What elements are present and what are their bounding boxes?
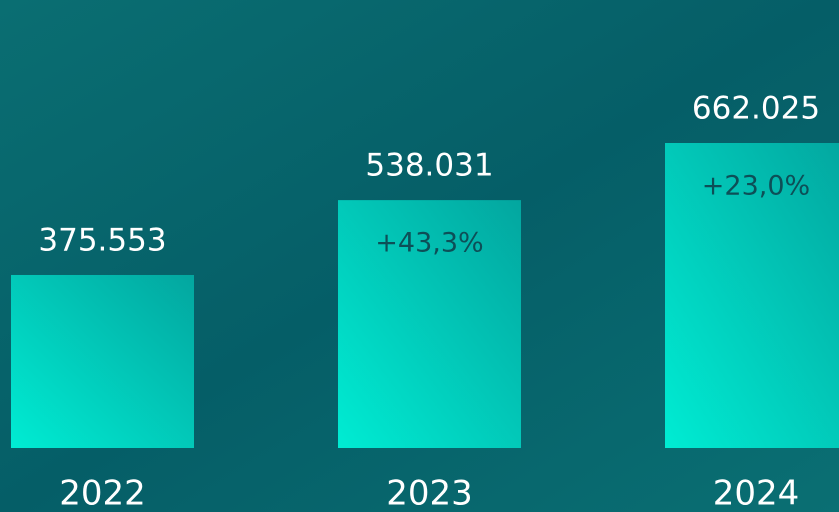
- bar: [665, 143, 839, 448]
- bar: [11, 274, 194, 448]
- value-label: 375.553: [38, 222, 166, 258]
- growth-label: +23,0%: [702, 171, 810, 202]
- growth-label: +43,3%: [375, 228, 483, 259]
- value-label: 538.031: [365, 148, 493, 184]
- bar: [338, 200, 521, 448]
- x-tick-label: 2024: [713, 474, 800, 512]
- x-tick-label: 2022: [59, 474, 146, 512]
- value-label: 662.025: [692, 91, 820, 127]
- x-tick-label: 2023: [386, 474, 473, 512]
